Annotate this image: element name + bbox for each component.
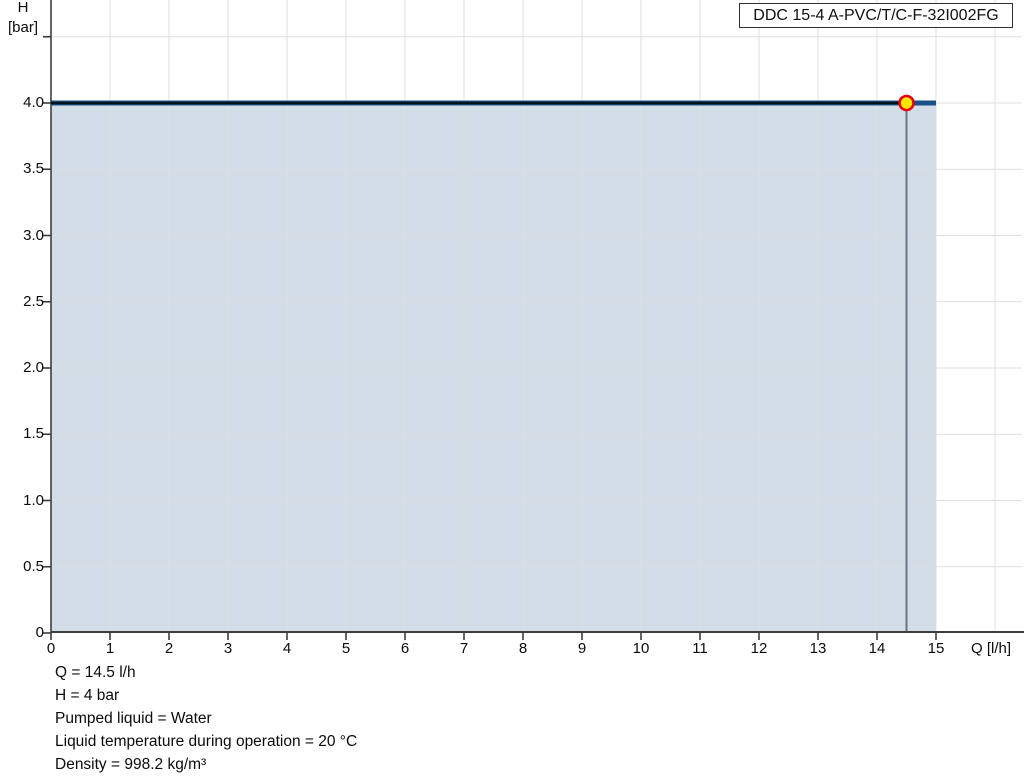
- x-tick-label: 3: [223, 640, 233, 657]
- x-tick-label: 10: [632, 640, 650, 657]
- annotation-line: Liquid temperature during operation = 20…: [55, 733, 358, 750]
- x-tick-label: 1: [105, 640, 115, 657]
- y-axis-unit: [bar]: [7, 19, 38, 36]
- y-axis-title: H: [17, 0, 29, 16]
- y-tick-label: 2.5: [23, 292, 44, 310]
- y-tick-label: 2.0: [23, 359, 44, 376]
- duty-point-annotations: Q = 14.5 l/h H = 4 bar Pumped liquid = Wat…: [55, 661, 357, 776]
- y-tick-label: 3.5: [23, 160, 44, 178]
- x-tick-label: 2: [164, 640, 174, 657]
- y-tick-label: 3.0: [23, 226, 44, 244]
- duty-point-marker[interactable]: [898, 94, 915, 112]
- x-tick-label: 13: [809, 640, 827, 657]
- y-tick-label: 1.5: [23, 425, 44, 443]
- x-tick-label: 4: [282, 640, 292, 657]
- annotation-line: H = 4 bar: [55, 687, 120, 704]
- x-tick-label: 7: [459, 640, 469, 657]
- annotation-line: Pumped liquid = Water: [55, 710, 212, 727]
- x-tick-label: 5: [341, 640, 351, 657]
- y-tick-label: 1.0: [23, 491, 44, 509]
- x-tick-label: 11: [692, 640, 708, 657]
- x-axis-title: Q [l/h]: [971, 640, 1012, 657]
- x-tick-label: 14: [868, 640, 886, 657]
- x-tick-label: 8: [518, 640, 528, 657]
- y-tick-label: 4.0: [23, 94, 44, 111]
- y-tick-label: 0.5: [23, 557, 44, 575]
- x-tick-label: 12: [750, 640, 768, 657]
- pump-model-title-box: DDC 15-4 A-PVC/T/C-F-32I002FG: [739, 3, 1013, 28]
- y-tick-label: 0: [35, 624, 44, 641]
- x-tick-label: 6: [400, 640, 410, 657]
- x-tick-label: 9: [577, 640, 587, 657]
- x-tick-label: 0: [46, 640, 56, 657]
- annotation-line: Q = 14.5 l/h: [55, 664, 136, 681]
- annotation-line: Density = 998.2 kg/m³: [55, 756, 207, 773]
- x-tick-label: 15: [927, 640, 945, 657]
